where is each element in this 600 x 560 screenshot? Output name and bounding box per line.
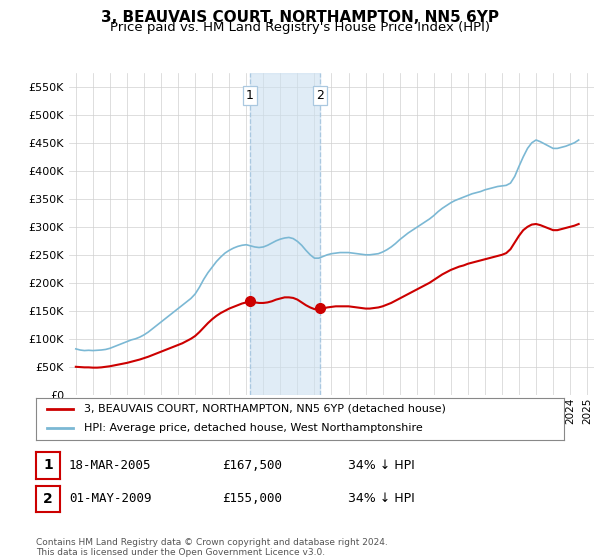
Text: Price paid vs. HM Land Registry's House Price Index (HPI): Price paid vs. HM Land Registry's House … (110, 21, 490, 34)
Text: 1: 1 (43, 458, 53, 473)
Text: 01-MAY-2009: 01-MAY-2009 (69, 492, 151, 506)
Text: £155,000: £155,000 (222, 492, 282, 506)
Text: 34% ↓ HPI: 34% ↓ HPI (348, 492, 415, 506)
Text: 18-MAR-2005: 18-MAR-2005 (69, 459, 151, 472)
Text: 2: 2 (43, 492, 53, 506)
Text: £167,500: £167,500 (222, 459, 282, 472)
Text: 3, BEAUVAIS COURT, NORTHAMPTON, NN5 6YP: 3, BEAUVAIS COURT, NORTHAMPTON, NN5 6YP (101, 10, 499, 25)
Text: Contains HM Land Registry data © Crown copyright and database right 2024.
This d: Contains HM Land Registry data © Crown c… (36, 538, 388, 557)
Text: 2: 2 (316, 88, 324, 102)
Text: 34% ↓ HPI: 34% ↓ HPI (348, 459, 415, 472)
Text: 3, BEAUVAIS COURT, NORTHAMPTON, NN5 6YP (detached house): 3, BEAUVAIS COURT, NORTHAMPTON, NN5 6YP … (83, 404, 445, 414)
Text: HPI: Average price, detached house, West Northamptonshire: HPI: Average price, detached house, West… (83, 423, 422, 433)
Text: 1: 1 (246, 88, 254, 102)
Bar (250, 73, 320, 395)
